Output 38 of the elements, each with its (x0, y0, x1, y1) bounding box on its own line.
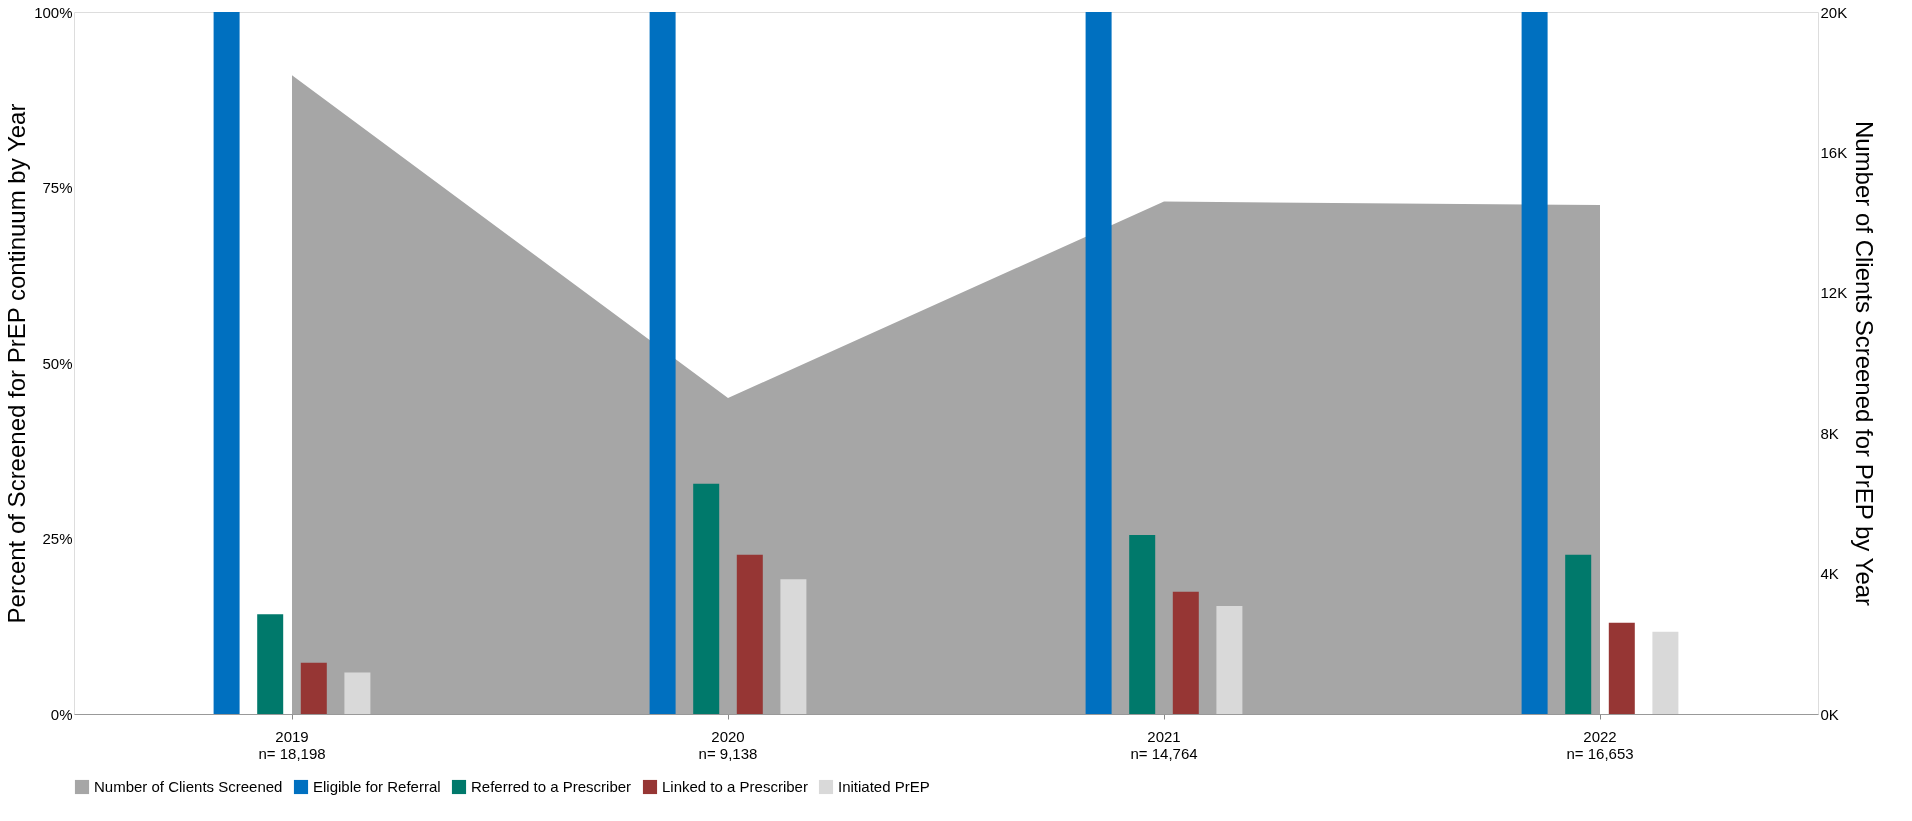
x-tick-label: 2019 n= 18,198 (258, 727, 326, 762)
legend-label: Eligible for Referral (313, 778, 441, 795)
y2-axis-title: Number of Clients Screened for PrEP by Year (1851, 120, 1879, 607)
bar (257, 614, 284, 714)
legend-label: Number of Clients Screened (94, 778, 283, 795)
bar (1172, 591, 1199, 714)
bar (736, 554, 763, 714)
bar (693, 483, 720, 714)
x-tick-label: 2020 n= 9,138 (698, 727, 758, 762)
bar (1521, 12, 1548, 714)
bar (1216, 605, 1243, 714)
bar (649, 12, 676, 714)
legend-label: Initiated PrEP (838, 778, 930, 795)
legend-label: Referred to a Prescriber (471, 778, 632, 795)
y2-tick-label: 12K (1820, 284, 1848, 302)
y2-tick-label: 16K (1820, 143, 1848, 161)
bar (780, 579, 807, 714)
y-tick-label: 50% (42, 354, 73, 372)
y-tick-label: 25% (42, 530, 73, 547)
bar (1652, 631, 1679, 714)
bar (1565, 554, 1592, 714)
bar (213, 12, 240, 714)
bar (1129, 534, 1156, 714)
y-tick-label: 100% (34, 3, 73, 21)
y-axis-title: Percent of Screened for PrEP continuum by Year (3, 103, 31, 624)
y2-tick-label: 8K (1820, 424, 1839, 442)
x-tick-label: 2021 n= 14,764 (1130, 727, 1198, 762)
y2-tick-label: 4K (1820, 565, 1839, 583)
legend-label: Linked to a Prescriber (662, 778, 808, 795)
y-tick-label: 0% (50, 705, 73, 723)
bar (1608, 622, 1635, 714)
bar (1085, 12, 1112, 714)
y2-tick-label: 0K (1820, 705, 1839, 723)
bar (344, 672, 371, 714)
y-tick-label: 75% (42, 179, 73, 196)
y2-tick-label: 20K (1820, 3, 1848, 21)
bar (300, 662, 327, 714)
x-tick-label: 2022 n= 16,653 (1566, 727, 1634, 762)
